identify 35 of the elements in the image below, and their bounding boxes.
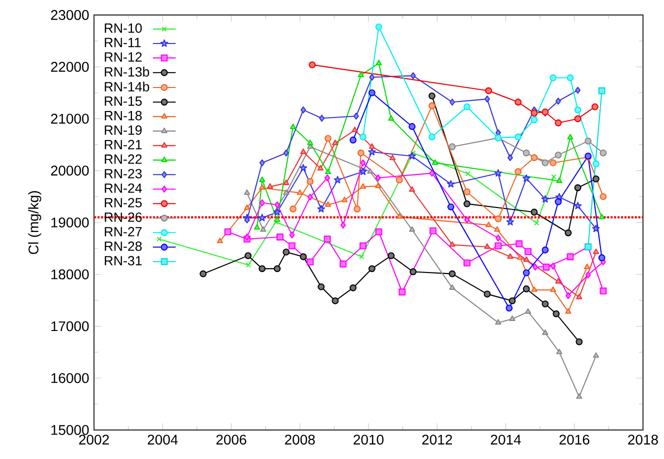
legend-label: RN-23: [104, 168, 142, 178]
y-tick-label: 20000: [51, 166, 89, 176]
legend-label: RN-24: [104, 183, 142, 193]
y-tick-label: 21000: [51, 114, 89, 124]
x-tick-label: 2014: [490, 434, 521, 445]
legend-label: RN-15: [104, 96, 142, 106]
legend-label: RN-25: [104, 198, 142, 208]
x-tick-label: 2016: [560, 434, 590, 445]
legend-label: RN-22: [104, 154, 142, 164]
legend-label: RN-10: [104, 23, 142, 33]
y-tick-label: 23000: [51, 10, 89, 20]
legend-label: RN-11: [104, 38, 141, 48]
y-tick-label: 18000: [51, 269, 89, 280]
legend-label: RN-12: [104, 52, 142, 62]
y-axis-title: Cl (mg/kg): [28, 191, 42, 254]
x-tick-label: 2004: [148, 434, 178, 445]
y-tick-label: 22000: [51, 62, 89, 72]
x-tick-label: 2010: [354, 434, 384, 445]
y-tick-label: 16000: [51, 373, 89, 384]
y-tick-label: 15000: [51, 425, 89, 435]
x-tick-label: 2018: [628, 434, 658, 445]
legend-label: RN-14b: [104, 82, 150, 92]
legend-label: RN-27: [104, 226, 142, 236]
y-tick-label: 17000: [51, 321, 89, 332]
legend-label: RN-18: [104, 110, 142, 120]
x-tick-label: 2002: [79, 434, 109, 445]
x-tick-label: 2012: [422, 434, 452, 445]
legend-label: RN-19: [104, 125, 142, 135]
y-tick-label: 19000: [51, 218, 89, 228]
legend-label: RN-31: [104, 256, 142, 266]
x-tick-label: 2008: [285, 434, 315, 445]
legend-label: RN-28: [104, 241, 142, 251]
x-tick-label: 2006: [216, 434, 246, 445]
legend-label: RN-21: [104, 140, 142, 150]
legend-label: RN-13b: [104, 66, 150, 77]
